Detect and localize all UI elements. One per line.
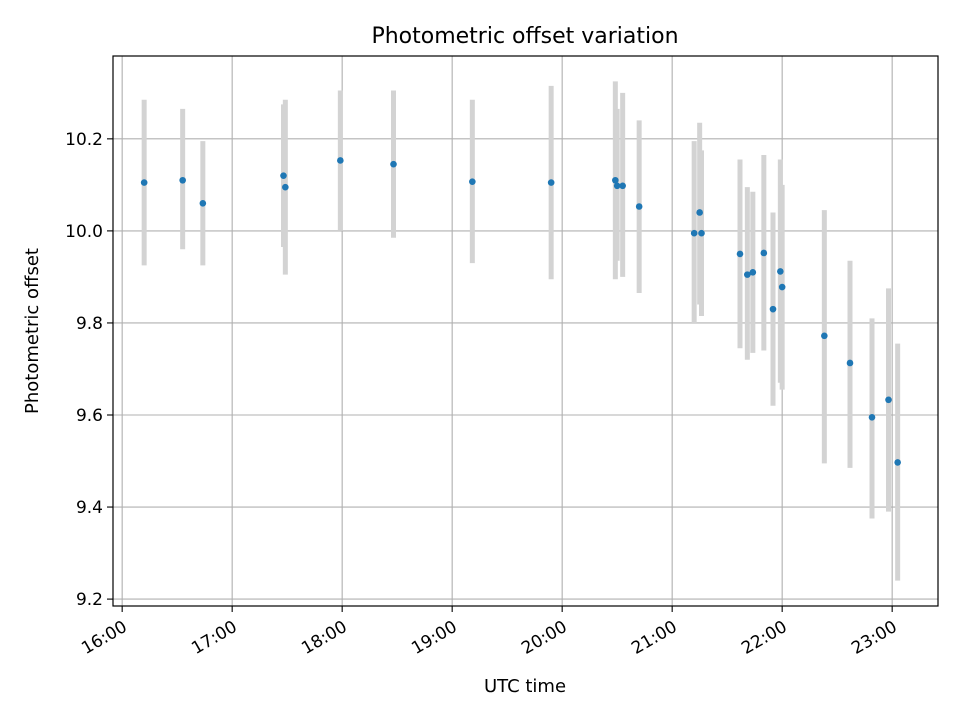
data-point (744, 271, 751, 278)
data-point (749, 269, 757, 276)
x-tick-label: 20:00 (518, 617, 570, 659)
data-point (613, 182, 621, 190)
data-point (337, 157, 344, 164)
data-point (698, 229, 705, 237)
x-tick-label: 17:00 (188, 617, 240, 659)
x-tick-label: 22:00 (738, 617, 790, 659)
data-point (547, 179, 555, 186)
data-point (469, 178, 476, 185)
data-points (140, 157, 901, 466)
data-point (736, 250, 744, 258)
chart-title: Photometric offset variation (371, 24, 678, 49)
x-tick-label: 19:00 (408, 617, 460, 659)
data-point (199, 199, 207, 207)
data-point (696, 209, 703, 216)
data-point (635, 203, 643, 210)
plot-frame (112, 55, 939, 607)
data-point (894, 459, 901, 466)
data-point (280, 172, 287, 179)
data-point (760, 249, 768, 257)
y-axis-label: Photometric offset (22, 248, 43, 414)
data-point (821, 332, 828, 340)
data-point (619, 182, 626, 190)
x-axis-label: UTC time (484, 676, 566, 697)
y-tick-label: 9.6 (76, 406, 103, 426)
data-point (179, 176, 186, 184)
y-tick-label: 9.4 (76, 498, 103, 518)
y-tick-label: 9.2 (76, 590, 103, 610)
data-point (140, 179, 148, 186)
data-point (777, 268, 784, 275)
data-point (846, 359, 854, 367)
data-point (390, 160, 397, 168)
x-tick-label: 18:00 (298, 617, 350, 659)
data-point (612, 176, 619, 184)
data-point (778, 283, 786, 291)
y-tick-label: 10.0 (65, 222, 103, 242)
y-tick-label: 10.2 (65, 130, 103, 150)
grid (113, 56, 938, 606)
data-point (282, 183, 289, 191)
x-tick-label: 16:00 (78, 617, 130, 659)
x-tick-label: 23:00 (848, 617, 900, 659)
error-bars (141, 81, 901, 581)
data-point (690, 229, 698, 237)
y-tick-label: 9.8 (76, 314, 103, 334)
x-tick-label: 21:00 (628, 617, 680, 659)
data-point (868, 413, 876, 421)
data-point (885, 396, 892, 404)
data-point (769, 305, 777, 313)
